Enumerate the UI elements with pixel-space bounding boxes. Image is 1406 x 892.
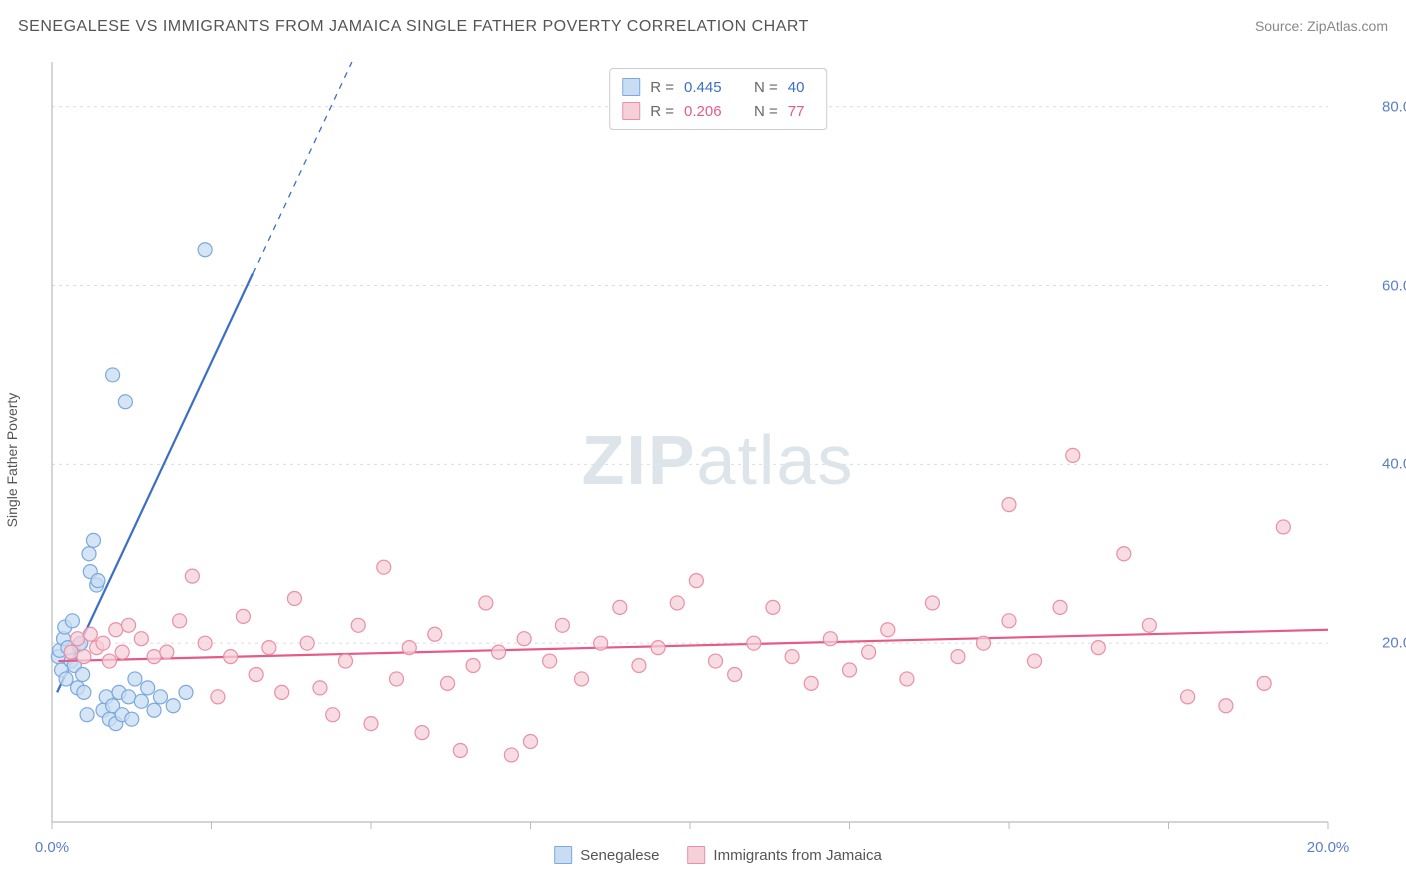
chart-title: SENEGALESE VS IMMIGRANTS FROM JAMAICA SI… <box>18 18 809 36</box>
x-tick-label: 0.0% <box>35 839 69 856</box>
source-link[interactable]: ZipAtlas.com <box>1307 18 1388 34</box>
y-tick-label: 20.0% <box>1382 635 1406 652</box>
n-value-senegalese: 40 <box>788 79 814 96</box>
scatter-plot: ZIPatlas R = 0.445 N = 40 R = 0.206 N = … <box>48 58 1388 862</box>
n-label: N = <box>754 103 778 120</box>
series-legend: Senegalese Immigrants from Jamaica <box>554 846 882 864</box>
x-tick-label: 20.0% <box>1307 839 1350 856</box>
legend-label-jamaica: Immigrants from Jamaica <box>713 847 881 864</box>
y-tick-label: 60.0% <box>1382 277 1406 294</box>
r-value-senegalese: 0.445 <box>684 79 734 96</box>
correlation-legend: R = 0.445 N = 40 R = 0.206 N = 77 <box>609 68 827 130</box>
swatch-senegalese <box>622 78 640 96</box>
legend-item-senegalese[interactable]: Senegalese <box>554 846 659 864</box>
source-prefix: Source: <box>1255 18 1307 34</box>
r-label: R = <box>650 79 674 96</box>
legend-item-jamaica[interactable]: Immigrants from Jamaica <box>687 846 881 864</box>
y-tick-label: 40.0% <box>1382 456 1406 473</box>
swatch-senegalese-icon <box>554 846 572 864</box>
n-value-jamaica: 77 <box>788 103 814 120</box>
r-value-jamaica: 0.206 <box>684 103 734 120</box>
r-label: R = <box>650 103 674 120</box>
legend-label-senegalese: Senegalese <box>580 847 659 864</box>
swatch-jamaica <box>622 102 640 120</box>
chart-container: Single Father Poverty ZIPatlas R = 0.445… <box>48 58 1388 862</box>
chart-source: Source: ZipAtlas.com <box>1255 18 1388 34</box>
y-tick-label: 80.0% <box>1382 98 1406 115</box>
n-label: N = <box>754 79 778 96</box>
y-axis-label: Single Father Poverty <box>4 393 20 528</box>
swatch-jamaica-icon <box>687 846 705 864</box>
legend-row-senegalese: R = 0.445 N = 40 <box>622 75 814 99</box>
legend-row-jamaica: R = 0.206 N = 77 <box>622 99 814 123</box>
